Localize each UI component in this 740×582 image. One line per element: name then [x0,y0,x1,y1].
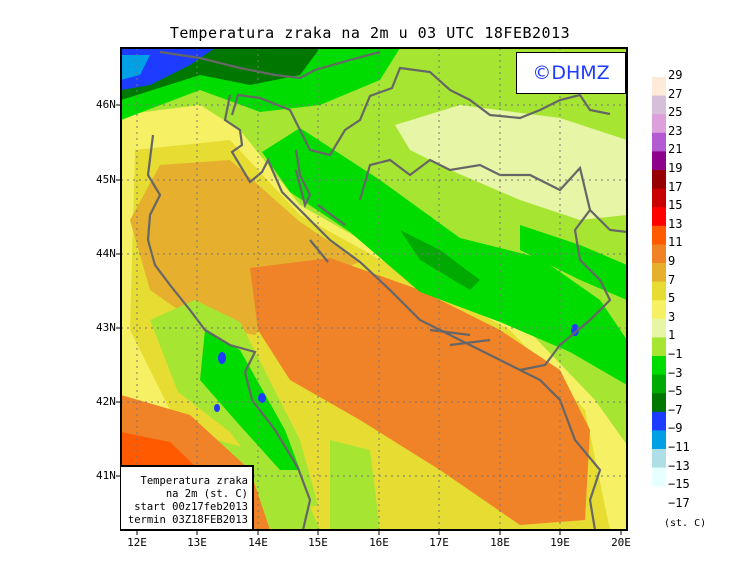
dalmatian-island [449,338,491,347]
lat-label: 45N [96,173,116,186]
legend-label: 9 [668,254,676,268]
legend-color-box [652,449,666,468]
legend-color-box [652,114,666,134]
lon-label: 18E [490,536,510,549]
krk-island [294,149,312,209]
legend-color-box [652,356,666,375]
legend-label: 29 [668,68,683,82]
field-green-south [330,440,380,530]
axis-ticks [116,104,622,535]
info-box: Temperatura zraka na 2m (st. C) start 00… [121,465,254,529]
lon-label: 16E [369,536,389,549]
lat-label: 43N [96,321,116,334]
field-gold [130,160,360,335]
legend-label: 21 [668,142,683,157]
croatia-coastline [223,94,602,530]
legend-label: 1 [668,328,676,343]
lon-label: 15E [308,536,328,549]
slovenia-border [159,50,381,80]
legend-label: 19 [668,161,683,175]
legend-label: 11 [668,235,683,250]
lon-label: 20E [611,536,631,549]
dalmatian-island [317,204,346,226]
legend-color-box [652,132,666,152]
legend-color-box [652,337,666,357]
legend-color-box [652,393,666,413]
legend-unit: (st. C) [664,518,707,529]
legend-label: −9 [668,421,683,436]
legend-label: 15 [668,198,683,213]
legend-color-box [652,95,666,115]
legend-label: 23 [668,123,683,138]
legend-label: 25 [668,105,683,120]
lon-label: 14E [248,536,268,549]
legend-label: −1 [668,347,683,361]
legend-color-box [652,411,666,431]
serbia-border [589,209,627,234]
legend-label: 17 [668,179,683,194]
coastlines-borders [146,50,627,530]
legend-color-box [652,318,666,338]
legend-color-box [652,281,666,301]
legend-color-box [652,170,666,189]
legend-label: 3 [668,309,676,324]
map-frame [120,47,628,531]
lat-label: 44N [96,247,116,260]
field-orange [250,258,590,525]
dhmz-logo: ©DHMZ [516,52,626,94]
field-blue-spot [258,393,266,403]
bosnia-border [358,158,612,372]
field-green-dinaric-dark [400,230,480,290]
legend-label: −17 [668,495,690,510]
lon-label: 13E [187,536,207,549]
legend-color-box [652,263,666,282]
legend-color-box [652,430,666,450]
legend-color-box [652,300,666,320]
info-line: na 2m (st. C) [165,488,248,500]
lon-label: 17E [429,536,449,549]
lat-label: 41N [96,469,116,482]
field-green-italy-dark [200,330,300,470]
legend-color-box [652,77,666,96]
legend-color-box [652,151,666,171]
gridlines [121,48,627,530]
color-legend [652,77,666,487]
lat-label: 42N [96,395,116,408]
legend-label: 13 [668,216,683,231]
legend-label: −5 [668,384,683,399]
info-line: termin 03Z18FEB2013 [127,514,248,526]
legend-color-box [652,467,666,487]
lon-label: 19E [550,536,570,549]
field-lightblue-top [121,55,150,80]
legend-label: −7 [668,402,683,417]
legend-label: −15 [668,477,690,492]
legend-color-box [652,244,666,264]
legend-color-box [652,225,666,245]
field-pale-pannonia [395,105,627,220]
legend-label: 27 [668,86,683,101]
info-line: start 00z17feb2013 [134,501,248,513]
legend-color-box [652,188,666,208]
legend-label: 7 [668,272,676,287]
croatia-north-border [230,66,611,157]
field-blue-spot [218,352,226,364]
legend-label: 5 [668,291,676,306]
dalmatian-island [309,239,329,263]
lon-label: 12E [127,536,147,549]
legend-color-box [652,374,666,394]
map-title: Temperatura zraka na 2m u 03 UTC 18FEB20… [169,24,571,42]
legend-label: −13 [668,458,690,473]
lat-label: 46N [96,98,116,111]
info-line: Temperatura zraka [140,475,248,487]
field-blue-spot [214,404,220,412]
legend-label: −11 [668,440,690,454]
dalmatian-island [429,328,471,337]
legend-label: −3 [668,365,683,380]
temperature-field [121,48,627,530]
legend-color-box [652,207,666,227]
italy-coastline [146,134,312,530]
